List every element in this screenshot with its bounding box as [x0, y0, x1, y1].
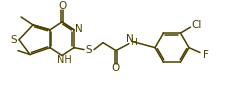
Text: N: N: [75, 24, 82, 34]
Text: NH: NH: [56, 55, 71, 65]
Text: S: S: [11, 35, 17, 45]
Text: H: H: [130, 38, 137, 47]
Text: S: S: [85, 45, 92, 55]
Text: O: O: [111, 63, 120, 73]
Text: N: N: [126, 34, 133, 44]
Text: Cl: Cl: [190, 20, 201, 30]
Text: O: O: [59, 1, 67, 11]
Text: F: F: [202, 50, 208, 60]
